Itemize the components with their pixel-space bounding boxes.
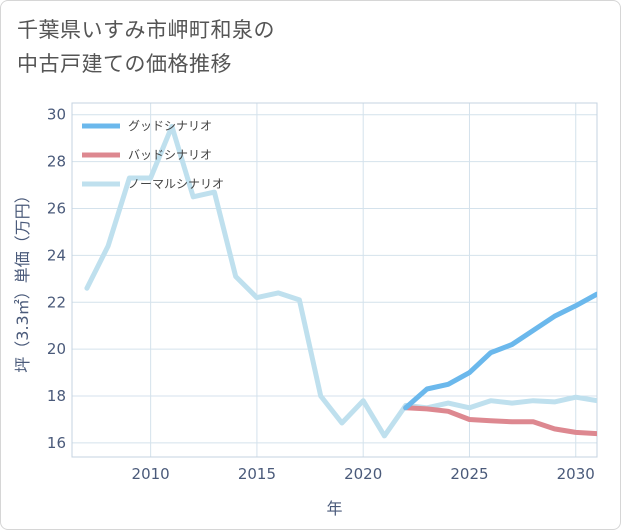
series-line-2 xyxy=(84,123,597,439)
x-tick-label: 2025 xyxy=(450,465,488,483)
y-tick-label: 22 xyxy=(47,293,66,311)
series-line-1 xyxy=(403,405,597,437)
y-tick-label: 28 xyxy=(47,153,66,171)
grid-lines xyxy=(72,103,597,457)
x-tick-label: 2020 xyxy=(344,465,382,483)
x-axis-label: 年 xyxy=(326,499,342,518)
legend-label: グッドシナリオ xyxy=(128,119,212,133)
x-tick-label: 2015 xyxy=(238,465,276,483)
series-line-0 xyxy=(403,291,597,411)
x-axis-ticks: 2010 2015 2020 2025 2030 xyxy=(132,465,595,483)
plot-area xyxy=(71,102,598,458)
x-tick-label: 2030 xyxy=(557,465,595,483)
y-tick-label: 30 xyxy=(47,106,66,124)
x-tick-label: 2010 xyxy=(132,465,170,483)
title-line-2: 中古戸建ての価格推移 xyxy=(17,52,232,76)
y-axis-ticks: 16 18 20 22 24 26 28 30 xyxy=(47,106,66,452)
y-tick-label: 16 xyxy=(47,434,66,452)
y-tick-label: 26 xyxy=(47,199,66,217)
title-line-1: 千葉県いすみ市岬町和泉の xyxy=(17,18,275,42)
series-lines xyxy=(84,123,597,439)
legend-label: ノーマルシナリオ xyxy=(128,177,224,191)
y-tick-label: 20 xyxy=(47,340,66,358)
y-tick-label: 24 xyxy=(47,246,66,264)
y-axis-label: 坪（3.3㎡）単価（万円） xyxy=(13,187,32,372)
legend-label: バッドシナリオ xyxy=(128,148,212,162)
chart-title: 千葉県いすみ市岬町和泉の 中古戸建ての価格推移 xyxy=(17,13,275,81)
y-tick-label: 18 xyxy=(47,387,66,405)
